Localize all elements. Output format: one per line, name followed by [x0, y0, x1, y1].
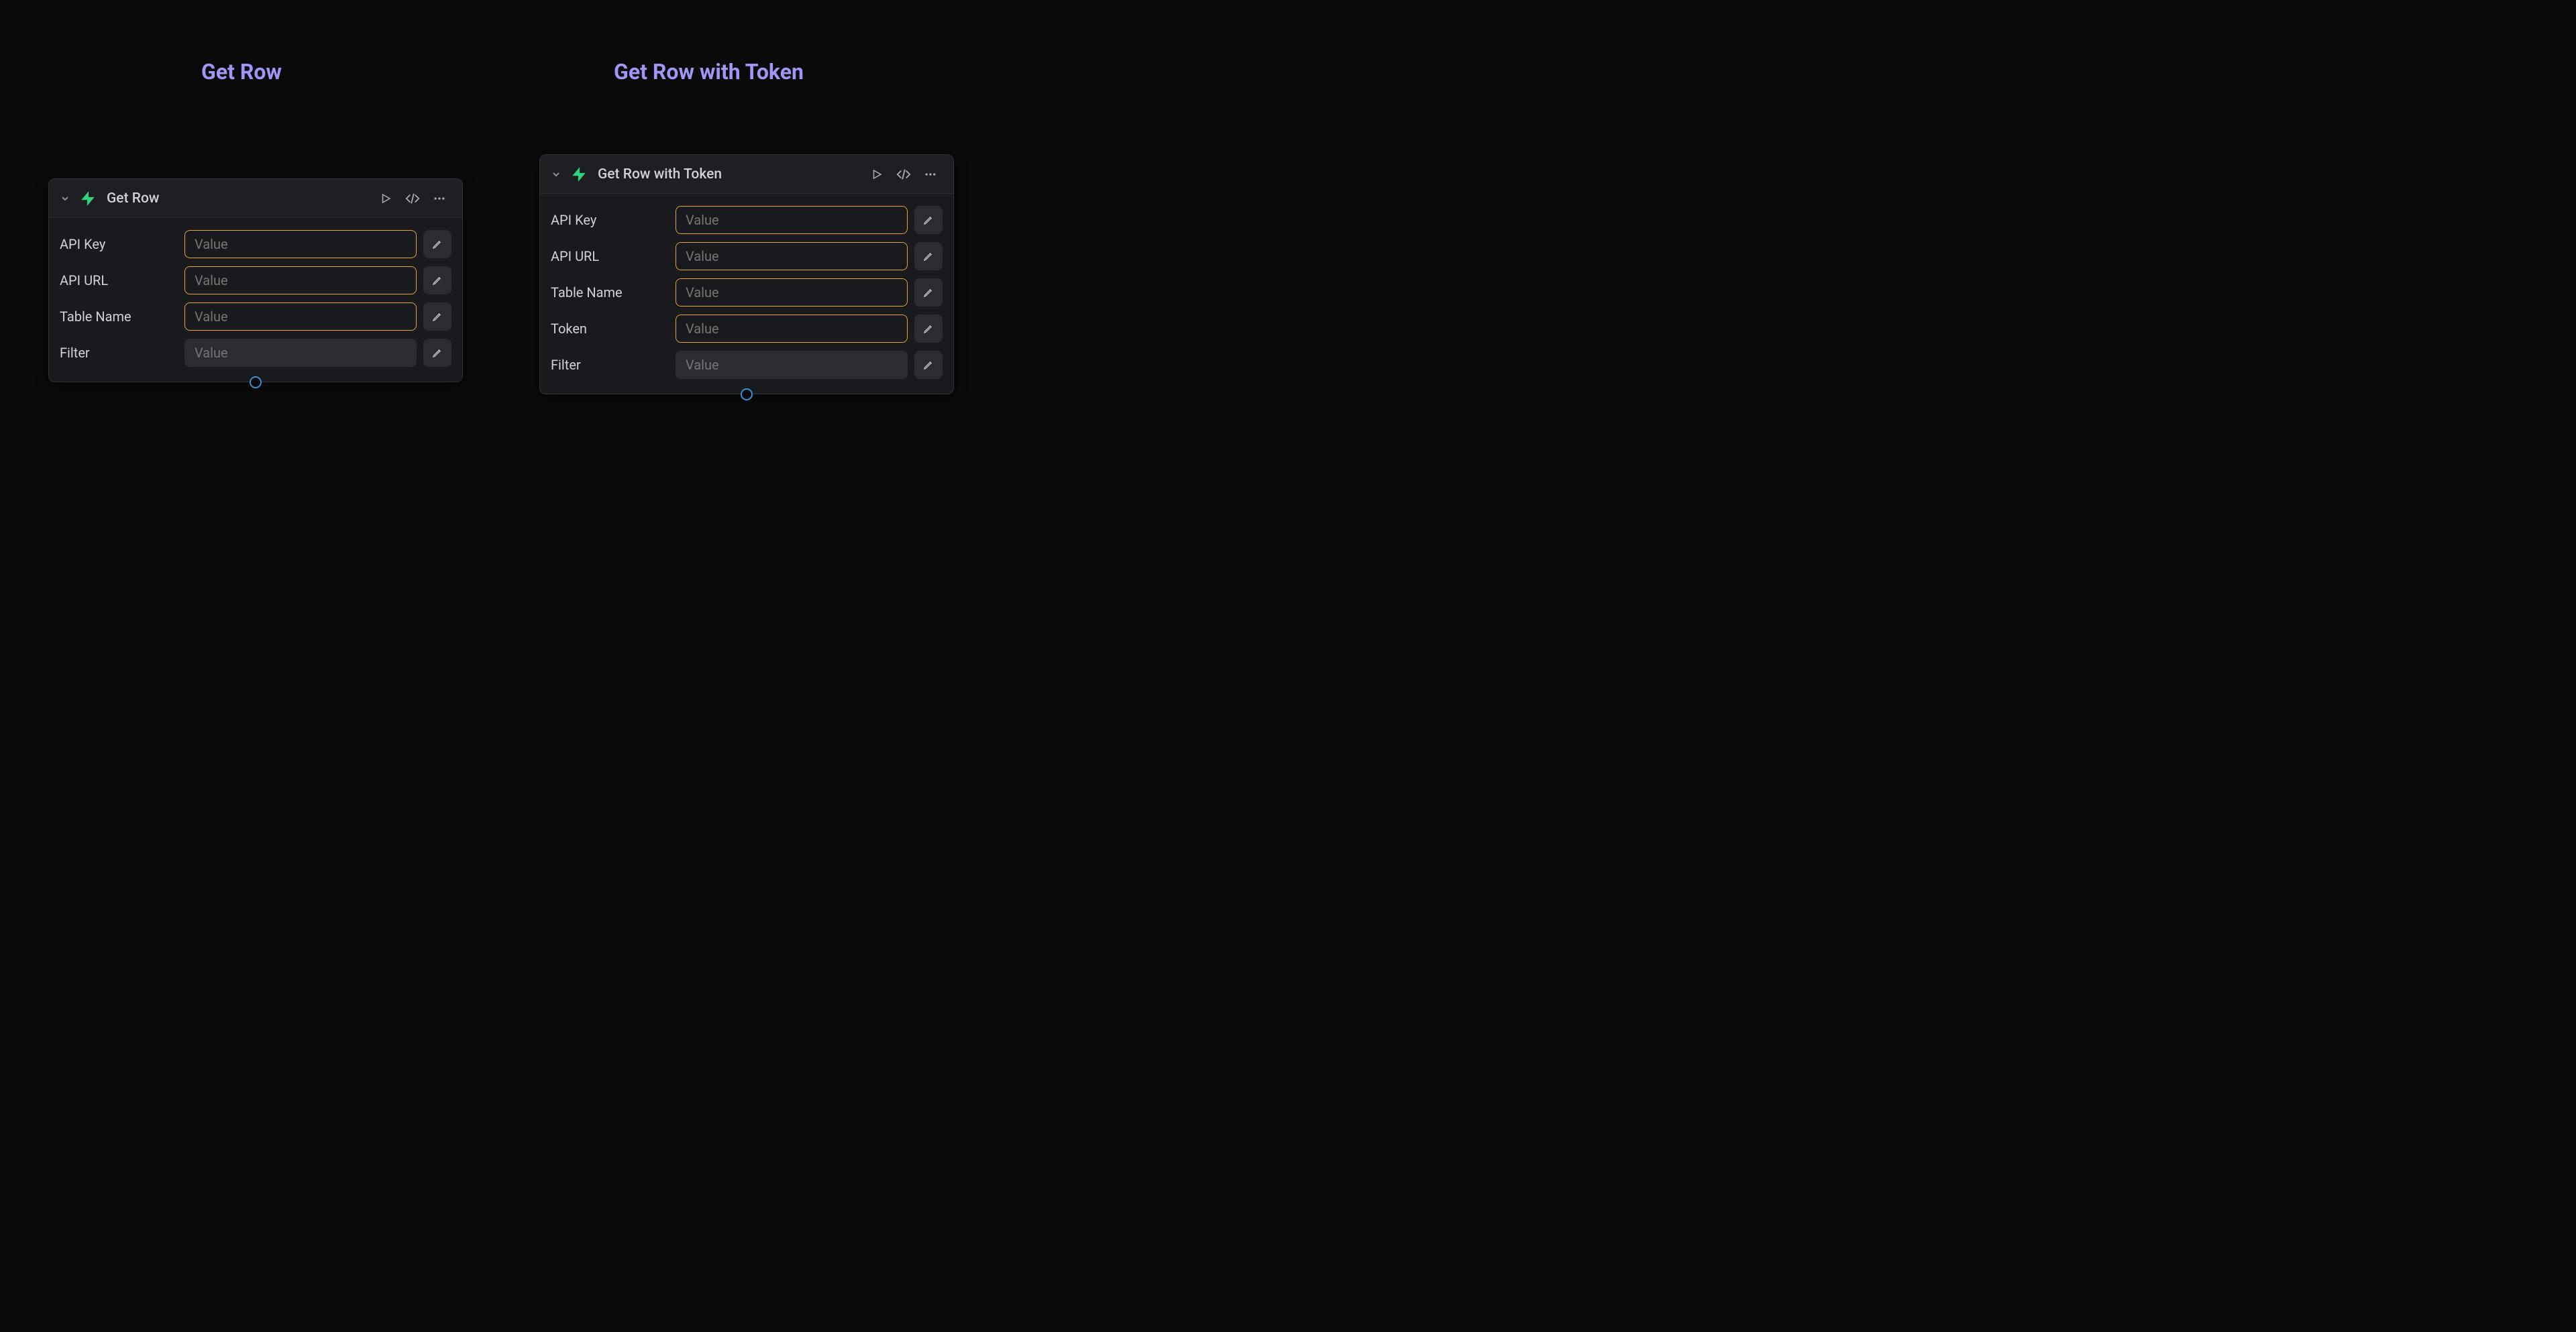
- field-label: API Key: [60, 236, 184, 252]
- field-label: API URL: [551, 248, 676, 264]
- supabase-logo-icon: [570, 165, 588, 184]
- collapse-toggle[interactable]: [549, 170, 563, 178]
- filter-input[interactable]: [184, 339, 417, 367]
- field-label: API Key: [551, 212, 676, 228]
- field-label: Table Name: [551, 284, 676, 300]
- output-port[interactable]: [250, 376, 262, 388]
- card-body: API Key API URL Table Name: [540, 194, 953, 394]
- card-body: API Key API URL Table Name: [49, 218, 462, 382]
- node-card-get-row-with-token: Get Row with Token API Key API URL: [539, 154, 954, 394]
- card-header: Get Row: [49, 179, 462, 218]
- section-title-left: Get Row: [201, 59, 282, 85]
- api-key-input[interactable]: [184, 230, 417, 258]
- field-label: Token: [551, 321, 676, 337]
- code-view-button[interactable]: [400, 186, 425, 211]
- node-card-get-row: Get Row API Key API URL: [48, 178, 463, 382]
- field-row: Table Name: [551, 274, 943, 311]
- output-port[interactable]: [741, 388, 753, 400]
- card-title: Get Row: [107, 190, 371, 207]
- supabase-logo-icon: [78, 189, 97, 208]
- run-button[interactable]: [865, 162, 889, 186]
- edit-button[interactable]: [423, 302, 451, 331]
- more-menu-button[interactable]: [427, 186, 451, 211]
- field-row: Filter: [60, 335, 451, 371]
- table-name-input[interactable]: [184, 302, 417, 331]
- token-input[interactable]: [676, 315, 908, 343]
- field-row: Filter: [551, 347, 943, 383]
- edit-button[interactable]: [914, 278, 943, 307]
- field-label: Filter: [60, 345, 184, 361]
- field-label: Table Name: [60, 309, 184, 325]
- field-row: API URL: [551, 238, 943, 274]
- field-row: Token: [551, 311, 943, 347]
- edit-button[interactable]: [914, 315, 943, 343]
- more-menu-button[interactable]: [918, 162, 943, 186]
- filter-input[interactable]: [676, 351, 908, 379]
- field-row: Table Name: [60, 298, 451, 335]
- run-button[interactable]: [374, 186, 398, 211]
- section-title-right: Get Row with Token: [614, 59, 804, 85]
- field-row: API Key: [60, 226, 451, 262]
- api-url-input[interactable]: [184, 266, 417, 294]
- field-label: Filter: [551, 357, 676, 373]
- edit-button[interactable]: [423, 230, 451, 258]
- field-row: API URL: [60, 262, 451, 298]
- card-title: Get Row with Token: [598, 166, 862, 182]
- edit-button[interactable]: [423, 266, 451, 294]
- card-header: Get Row with Token: [540, 155, 953, 194]
- field-label: API URL: [60, 272, 184, 288]
- api-url-input[interactable]: [676, 242, 908, 270]
- api-key-input[interactable]: [676, 206, 908, 234]
- edit-button[interactable]: [914, 242, 943, 270]
- code-view-button[interactable]: [892, 162, 916, 186]
- edit-button[interactable]: [914, 351, 943, 379]
- field-row: API Key: [551, 202, 943, 238]
- edit-button[interactable]: [914, 206, 943, 234]
- collapse-toggle[interactable]: [58, 195, 72, 203]
- comparison-canvas: Get Row Get Row with Token Get Row API K: [0, 0, 1020, 527]
- edit-button[interactable]: [423, 339, 451, 367]
- table-name-input[interactable]: [676, 278, 908, 307]
